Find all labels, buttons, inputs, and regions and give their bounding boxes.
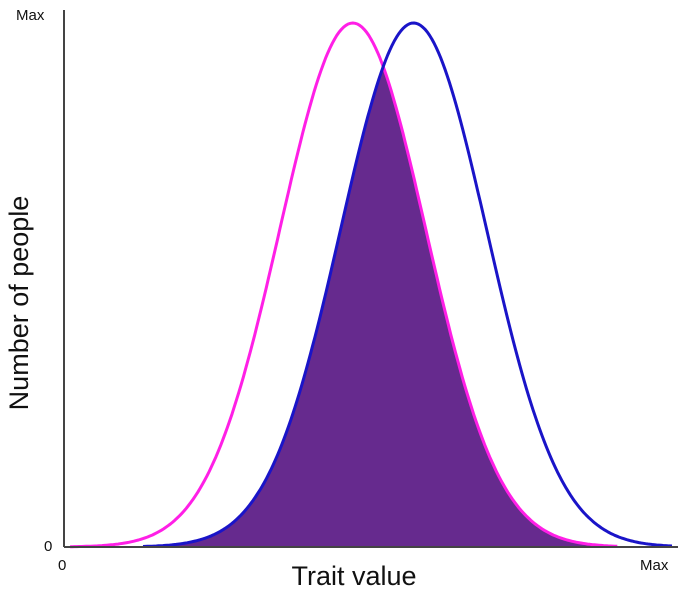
- distribution-curve-blue: [142, 21, 673, 548]
- x-tick-label-zero: 0: [58, 557, 66, 574]
- distribution-curve-pink: [70, 21, 618, 549]
- y-axis-label: Number of people: [4, 196, 34, 411]
- overlap-area: [143, 69, 618, 547]
- y-tick-label-max: Max: [16, 7, 45, 24]
- y-tick-label-zero: 0: [44, 538, 52, 555]
- x-axis-label: Trait value: [291, 561, 416, 591]
- x-tick-label-max: Max: [640, 557, 669, 574]
